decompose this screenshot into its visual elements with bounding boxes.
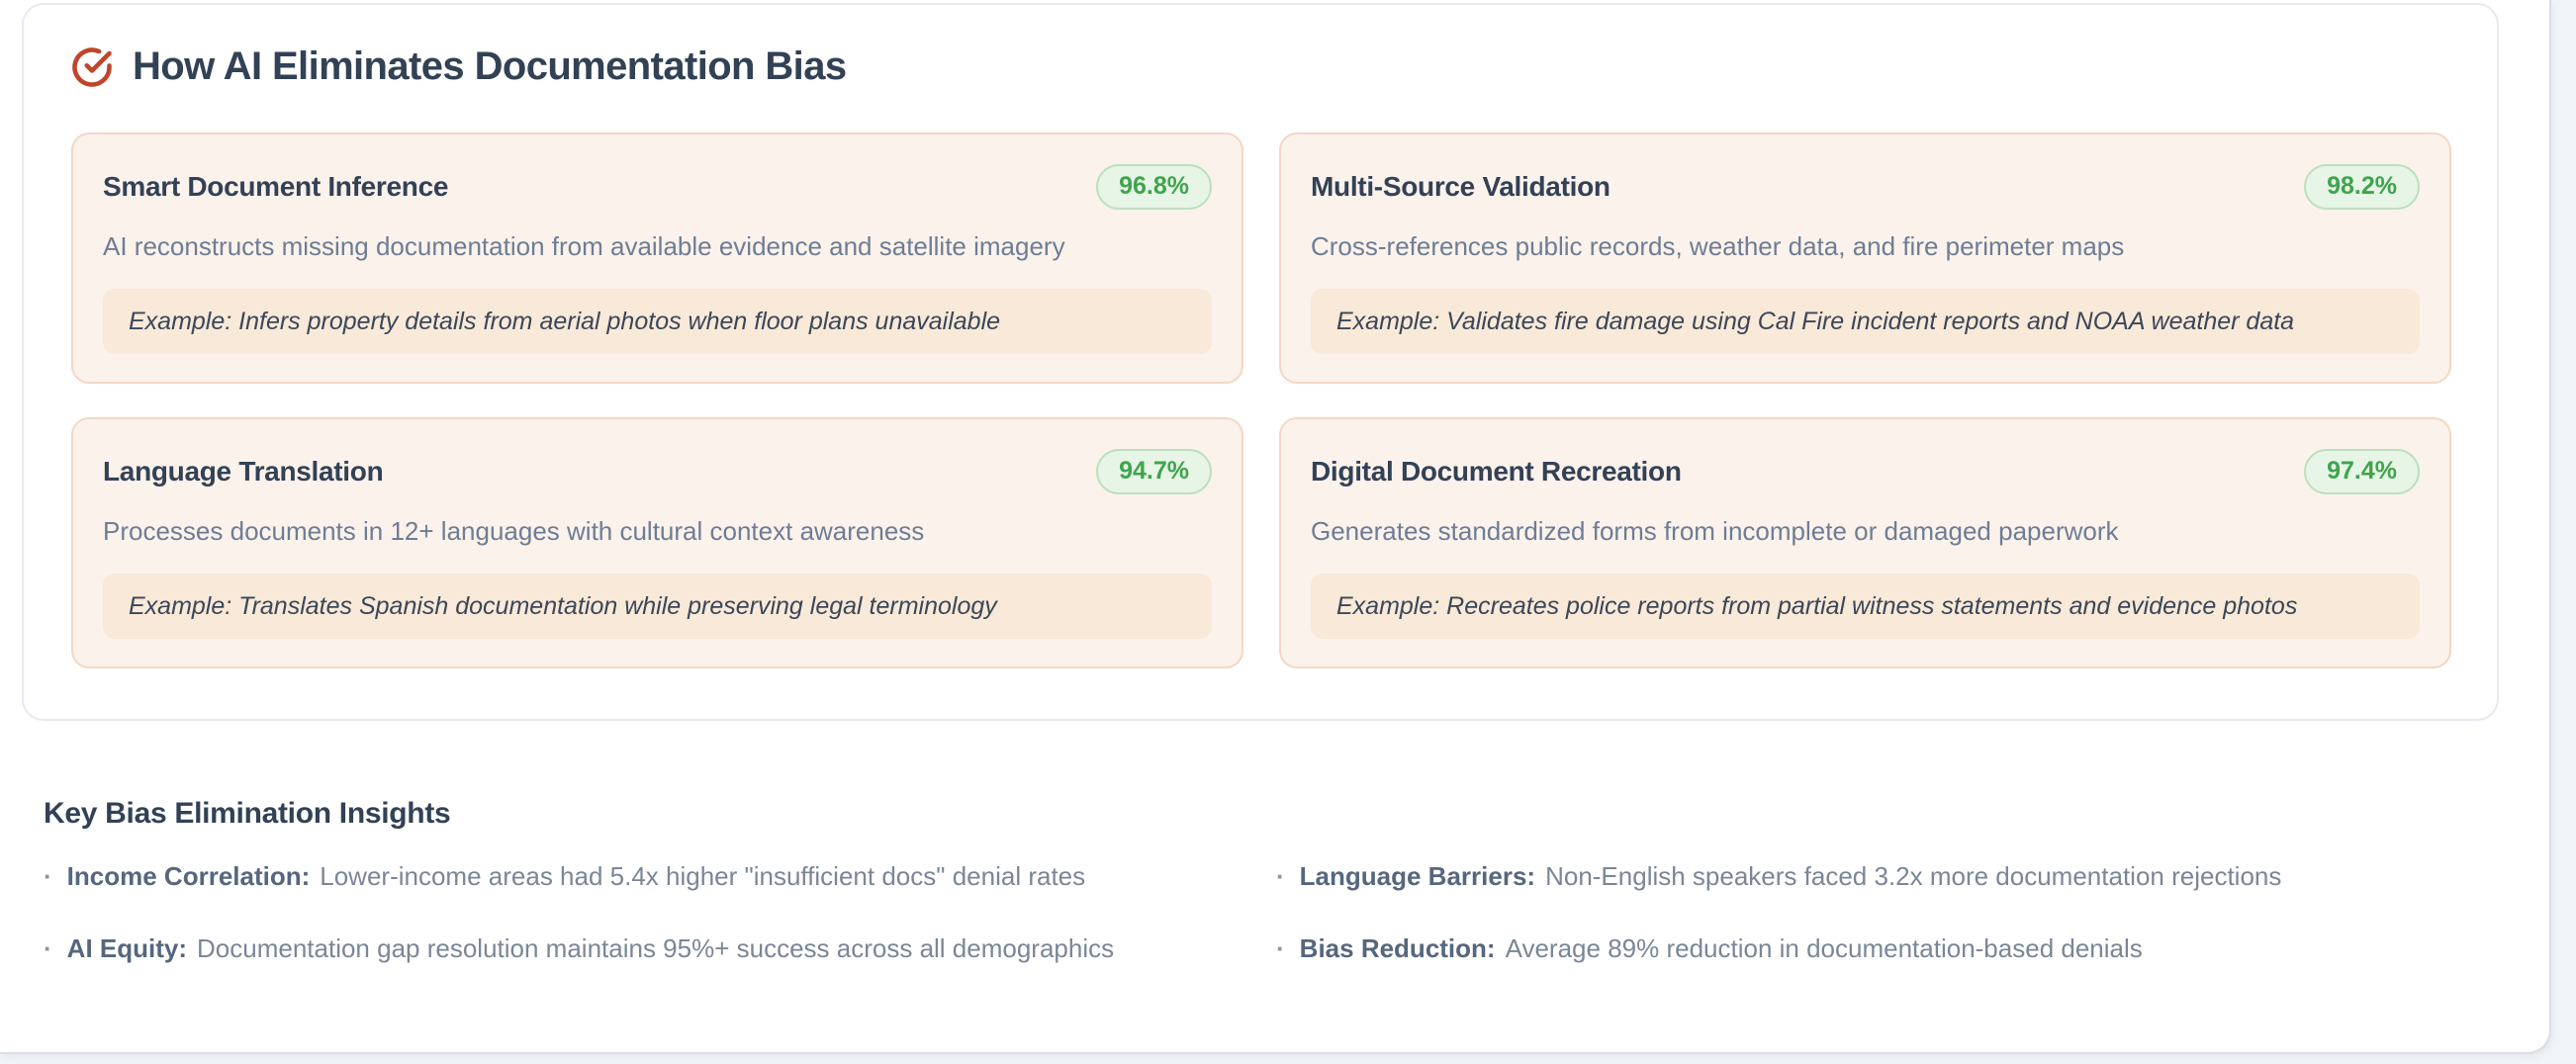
- method-title: Digital Document Recreation: [1311, 455, 1682, 487]
- insight-ai-equity: · AI Equity: Documentation gap resolution…: [44, 932, 1276, 965]
- panel-header: How AI Eliminates Documentation Bias: [71, 44, 2451, 89]
- insight-content: Language Barriers: Non-English speakers f…: [1300, 860, 2282, 893]
- method-example: Example: Translates Spanish documentatio…: [103, 573, 1212, 639]
- accuracy-badge: 94.7%: [1096, 449, 1212, 494]
- insight-content: Bias Reduction: Average 89% reduction in …: [1300, 932, 2143, 965]
- method-title: Language Translation: [103, 455, 384, 487]
- insight-bias-reduction: · Bias Reduction: Average 89% reduction i…: [1276, 932, 2509, 965]
- bullet-icon: ·: [44, 932, 52, 963]
- insight-text: Average 89% reduction in documentation-b…: [1505, 932, 2143, 963]
- insight-label: AI Equity:: [66, 932, 188, 963]
- insight-text: Lower-income areas had 5.4x higher "insu…: [320, 861, 1086, 891]
- page-title: How AI Eliminates Documentation Bias: [133, 44, 847, 88]
- insights-section: Key Bias Elimination Insights · Income C…: [44, 797, 2509, 964]
- method-example: Example: Recreates police reports from p…: [1311, 573, 2420, 639]
- accuracy-badge: 96.8%: [1096, 164, 1212, 210]
- insight-text: Documentation gap resolution maintains 9…: [197, 932, 1115, 963]
- method-description: Cross-references public records, weather…: [1311, 230, 2125, 261]
- card-head: Language Translation 94.7%: [103, 449, 1212, 494]
- insights-title: Key Bias Elimination Insights: [44, 797, 451, 830]
- method-card-multi-source-validation: Multi-Source Validation 98.2% Cross-refe…: [1279, 133, 2451, 384]
- method-description: Generates standardized forms from incomp…: [1311, 515, 2119, 546]
- bullet-icon: ·: [44, 861, 52, 891]
- method-description: Processes documents in 12+ languages wit…: [103, 515, 925, 546]
- method-title: Smart Document Inference: [103, 170, 449, 202]
- methods-grid: Smart Document Inference 96.8% AI recons…: [71, 133, 2451, 668]
- bullet-icon: ·: [1276, 861, 1285, 891]
- insight-language-barriers: · Language Barriers: Non-English speakers…: [1276, 860, 2509, 893]
- insight-label: Bias Reduction:: [1299, 932, 1496, 963]
- accuracy-badge: 98.2%: [2304, 164, 2420, 210]
- bullet-icon: ·: [1276, 932, 1285, 963]
- card-head: Multi-Source Validation 98.2%: [1311, 164, 2420, 210]
- insight-label: Language Barriers:: [1299, 861, 1536, 891]
- method-card-language-translation: Language Translation 94.7% Processes doc…: [71, 417, 1243, 668]
- method-title: Multi-Source Validation: [1311, 170, 1610, 202]
- method-card-smart-document-inference: Smart Document Inference 96.8% AI recons…: [71, 133, 1243, 384]
- card-head: Smart Document Inference 96.8%: [103, 164, 1212, 210]
- insight-content: AI Equity: Documentation gap resolution m…: [67, 932, 1114, 965]
- insights-grid: · Income Correlation: Lower-income areas …: [44, 860, 2509, 964]
- insight-label: Income Correlation:: [66, 861, 311, 891]
- card-head: Digital Document Recreation 97.4%: [1311, 449, 2420, 494]
- documentation-bias-panel: How AI Eliminates Documentation Bias Sma…: [22, 3, 2499, 721]
- method-description: AI reconstructs missing documentation fr…: [103, 230, 1065, 261]
- insight-text: Non-English speakers faced 3.2x more doc…: [1545, 861, 2282, 891]
- accuracy-badge: 97.4%: [2304, 449, 2420, 494]
- method-example: Example: Validates fire damage using Cal…: [1311, 288, 2420, 354]
- check-circle-icon: [71, 46, 113, 88]
- method-example: Example: Infers property details from ae…: [103, 288, 1212, 354]
- insight-content: Income Correlation: Lower-income areas ha…: [67, 860, 1085, 893]
- insight-income-correlation: · Income Correlation: Lower-income areas …: [44, 860, 1276, 893]
- method-card-digital-document-recreation: Digital Document Recreation 97.4% Genera…: [1279, 417, 2451, 668]
